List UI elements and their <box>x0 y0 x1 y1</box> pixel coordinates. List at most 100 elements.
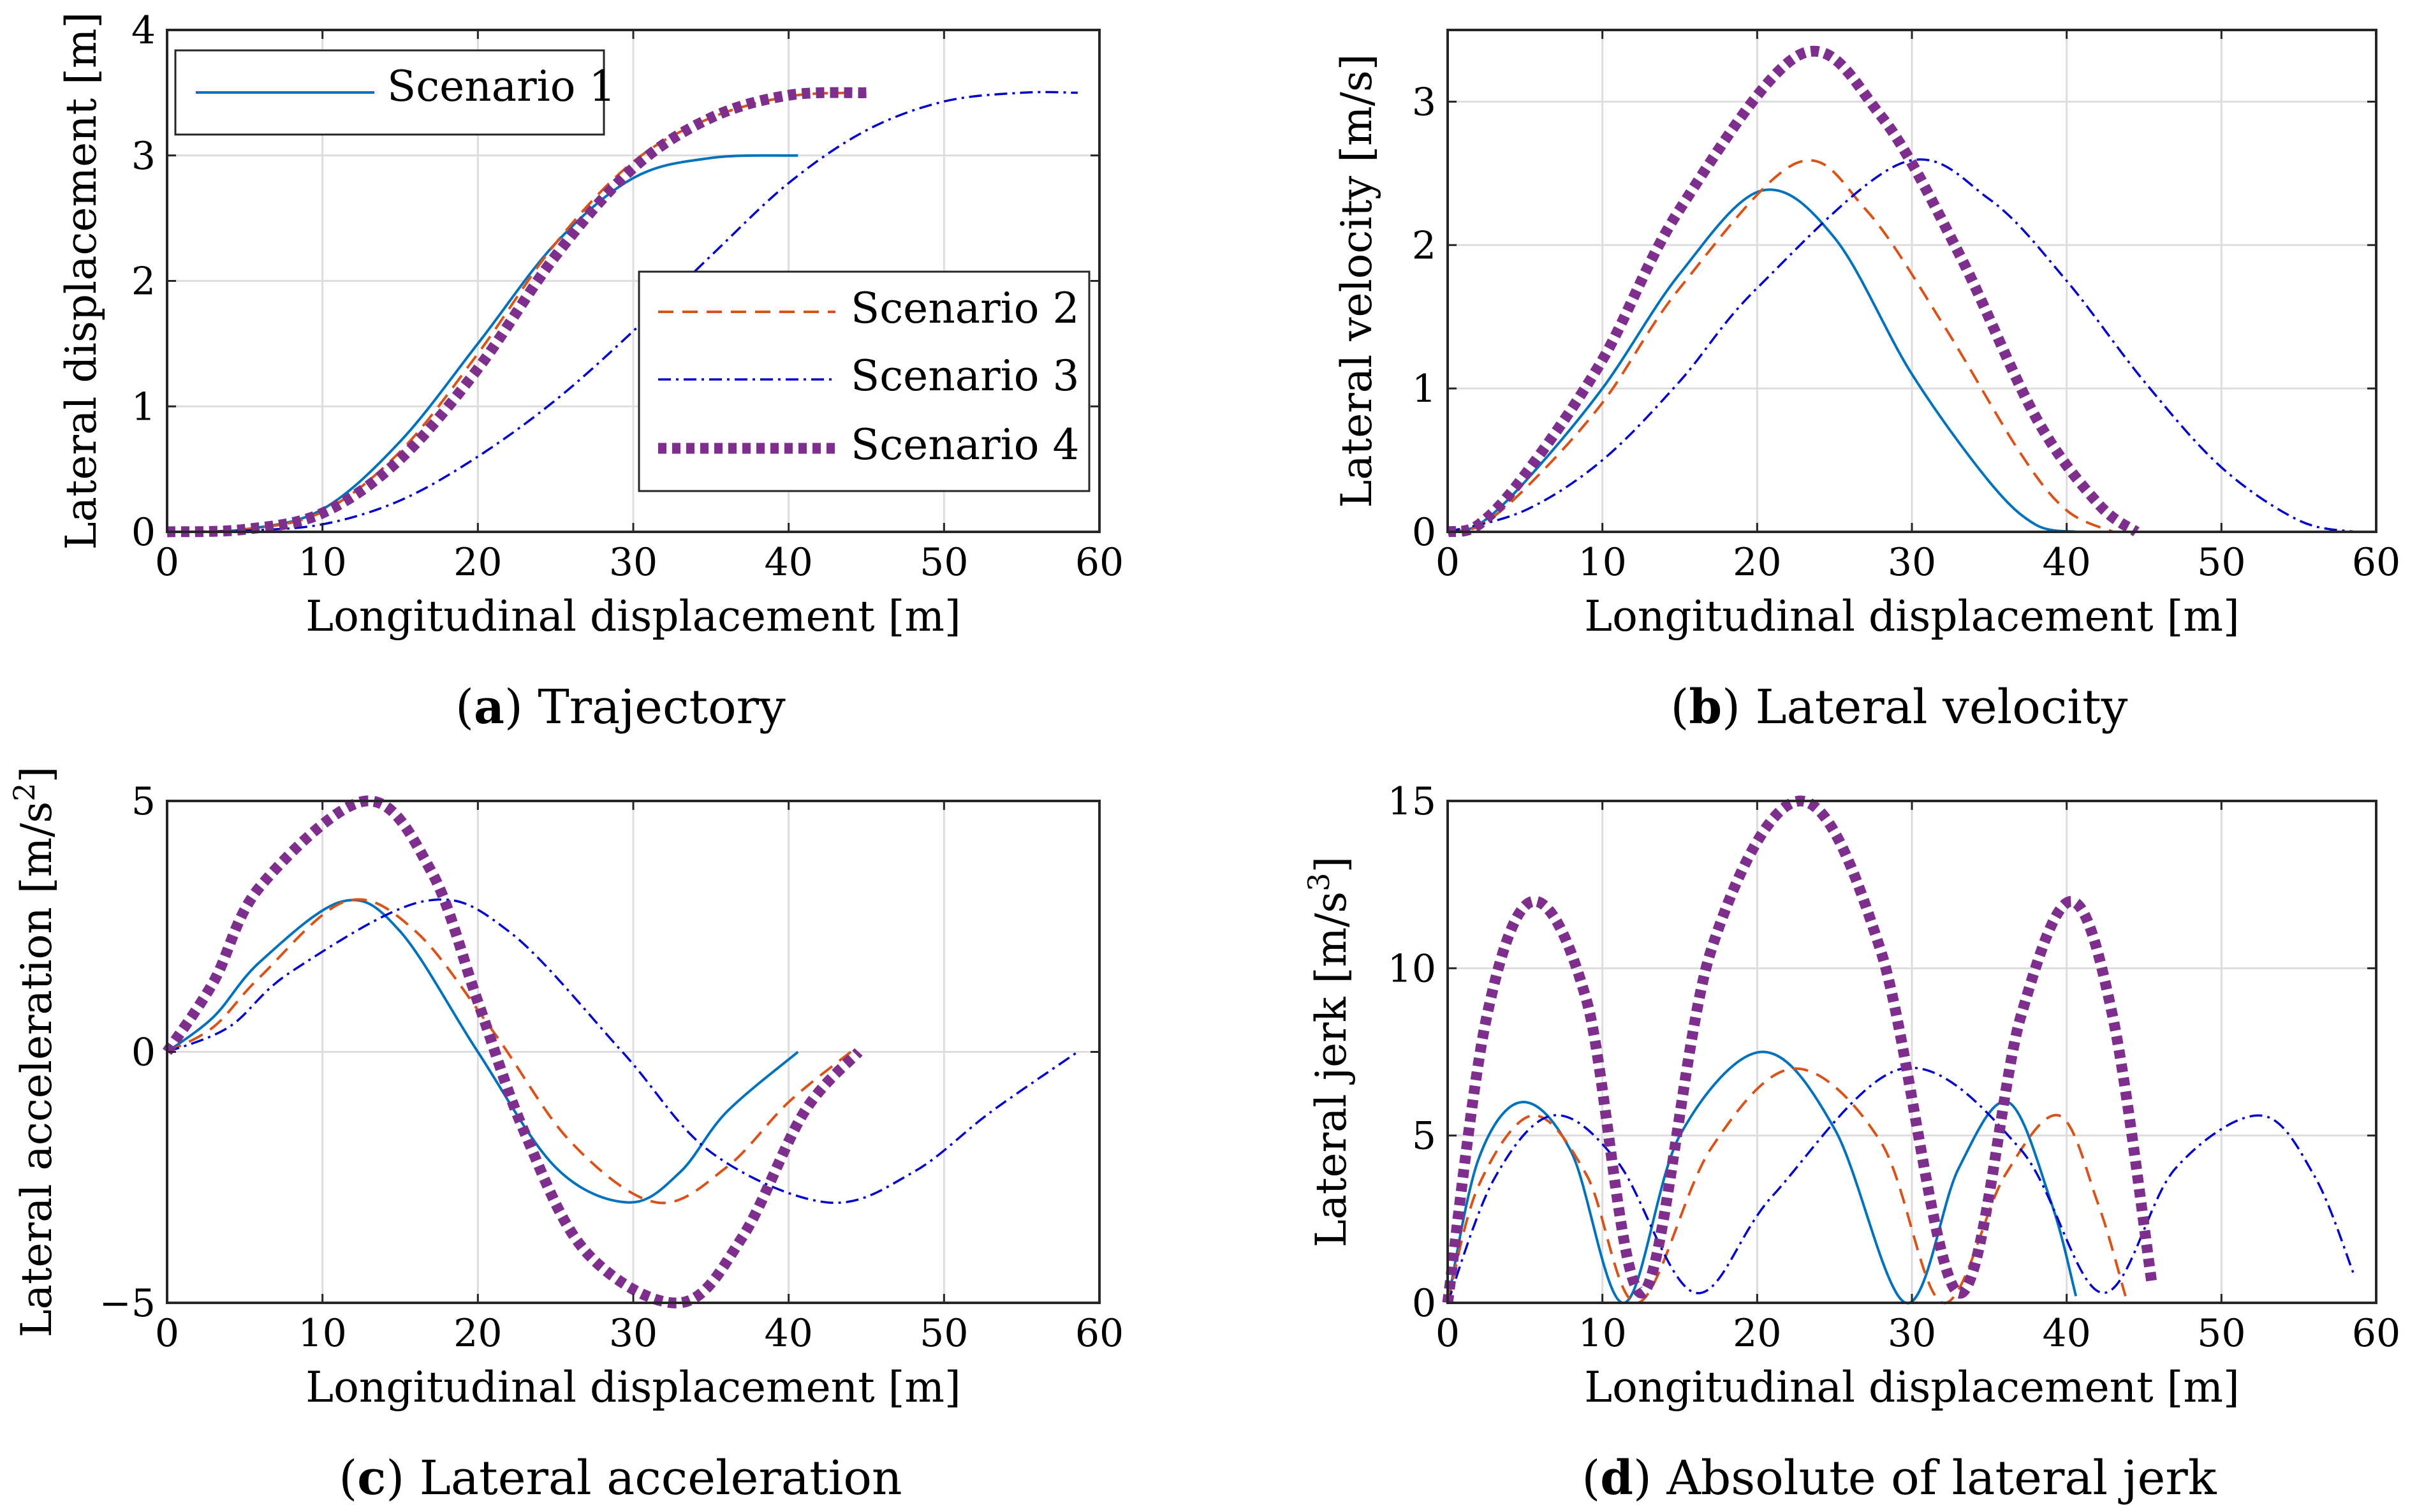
panel-c-ylabel: Lateral acceleration [m/s2] <box>7 767 61 1337</box>
panel-c-series <box>162 795 1078 1309</box>
panel-c-xtick-3: 30 <box>609 1311 658 1356</box>
panel-b-xlabel: Longitudinal displacement [m] <box>1584 592 2239 641</box>
panel-a: 0 10 20 30 40 50 60 0 1 2 3 4 Longitudinal displace… <box>57 8 1124 735</box>
panel-c-ylabel-sup: 2 <box>7 783 41 802</box>
panel-c-ticks: 0 10 20 30 40 50 60−505 <box>99 779 1124 1356</box>
panel-c-xtick-1: 10 <box>298 1311 346 1356</box>
panel-b-series-s4 <box>1446 45 2140 538</box>
panel-b-xtick-4: 40 <box>2042 540 2090 585</box>
panel-a-ylabel: Lateral displacement [m] <box>57 12 106 550</box>
panel-a-series-s2 <box>166 91 851 533</box>
panel-c-series-s1 <box>166 899 799 1204</box>
panel-c-ytick-1: 0 <box>131 1031 156 1075</box>
panel-b-ytick-0: 0 <box>1412 510 1436 555</box>
panel-a-xlabel: Longitudinal displacement [m] <box>305 592 960 641</box>
panel-c-xlabel: Longitudinal displacement [m] <box>305 1363 960 1412</box>
panel-a-xtick-6: 60 <box>1075 540 1124 585</box>
panel-c-xtick-4: 40 <box>764 1311 812 1356</box>
panel-a-ytick-2: 2 <box>131 260 156 304</box>
panel-c-xtick-0: 0 <box>155 1311 179 1356</box>
legend-label-s3: Scenario 3 <box>851 351 1079 400</box>
panel-d-ytick-3: 15 <box>1388 779 1436 824</box>
panel-a-ytick-3: 3 <box>131 134 156 179</box>
legend-box-2: Scenario 2 Scenario 3 Scenario 4 <box>638 270 1091 492</box>
panel-d-ylabel-end: ] <box>1307 856 1356 873</box>
panel-c-ylabel-end: ] <box>12 767 61 783</box>
panel-b-series-s2 <box>1447 159 2114 533</box>
panel-c-ytick-2: 5 <box>131 779 156 824</box>
panel-b-xtick-5: 50 <box>2197 540 2245 585</box>
panel-b-series <box>1446 45 2355 538</box>
panel-c-xtick-6: 60 <box>1075 1311 1124 1356</box>
panel-d-series-s2 <box>1446 1067 2127 1305</box>
panel-c-caption-letter: c <box>357 1451 386 1506</box>
panel-b-ytick-1: 1 <box>1412 367 1436 411</box>
panel-a-ticks: 0 10 20 30 40 50 60 0 1 2 3 4 <box>131 8 1124 585</box>
panel-d-series <box>1442 795 2356 1305</box>
panel-a-caption-letter: a <box>474 680 504 735</box>
panel-a-ytick-4: 4 <box>131 8 156 53</box>
legend-label-s2: Scenario 2 <box>851 284 1079 333</box>
panel-d-ylabel-sup: 3 <box>1302 873 1336 892</box>
panel-a-xtick-3: 30 <box>609 540 658 585</box>
panel-b-xtick-0: 0 <box>1436 540 1460 585</box>
panel-b-ytick-2: 2 <box>1412 223 1436 268</box>
panel-d-xtick-0: 0 <box>1436 1311 1460 1356</box>
panel-b-caption: (b) Lateral velocity <box>1671 680 2128 735</box>
panel-d-caption: (d) Absolute of lateral jerk <box>1582 1451 2217 1506</box>
panel-a-xtick-5: 50 <box>920 540 968 585</box>
panel-b-xtick-3: 30 <box>1888 540 1936 585</box>
panel-c-xtick-2: 20 <box>453 1311 502 1356</box>
legend-label-s1: Scenario 1 <box>387 62 615 111</box>
panel-c-xtick-5: 50 <box>920 1311 968 1356</box>
panel-b-caption-letter: b <box>1689 680 1722 735</box>
panel-d-ylabel-main: Lateral jerk [m/s <box>1307 892 1356 1247</box>
panel-d-caption-letter: d <box>1600 1451 1633 1506</box>
panel-b-ticks: 0 10 20 30 40 50 60 0 1 2 3 <box>1412 30 2400 585</box>
panel-d-caption-text: Absolute of lateral jerk <box>1652 1451 2217 1506</box>
panel-b-xtick-6: 60 <box>2352 540 2400 585</box>
panel-c-grid <box>167 801 1099 1303</box>
panel-a-xtick-2: 20 <box>453 540 502 585</box>
panel-b-xtick-2: 20 <box>1733 540 1781 585</box>
panel-d-ticks: 0 10 20 30 40 50 60 0 5 10 15 <box>1388 779 2401 1356</box>
panel-d-grid <box>1448 801 2376 1303</box>
legend-box-1: Scenario 1 <box>174 49 615 136</box>
panel-a-xtick-4: 40 <box>764 540 812 585</box>
panel-d-xtick-5: 50 <box>2197 1311 2245 1356</box>
panel-a-series-s4 <box>166 87 867 538</box>
legend-label-s4: Scenario 4 <box>851 420 1079 469</box>
panel-b-xtick-1: 10 <box>1578 540 1626 585</box>
panel-a-ytick-1: 1 <box>131 385 156 429</box>
panel-a-caption-text: Trajectory <box>523 680 786 735</box>
panel-d-xlabel: Longitudinal displacement [m] <box>1584 1363 2239 1412</box>
panel-c-ylabel-main: Lateral acceleration [m/s <box>12 802 61 1337</box>
panel-a-xtick-1: 10 <box>298 540 346 585</box>
panel-d-xtick-1: 10 <box>1578 1311 1626 1356</box>
panel-b-caption-text: Lateral velocity <box>1740 680 2128 735</box>
panel-c: 0 10 20 30 40 50 60−505 Longitudinal displacem… <box>7 767 1124 1506</box>
panel-b: 0 10 20 30 40 50 60 0 1 2 3 Longitudinal displacem… <box>1332 29 2400 735</box>
panel-c-caption: (c) Lateral acceleration <box>339 1451 902 1506</box>
panel-c-series-s2 <box>166 898 852 1205</box>
panel-d-ytick-2: 10 <box>1388 946 1436 991</box>
panel-d-ytick-1: 5 <box>1412 1114 1436 1159</box>
panel-b-ytick-3: 3 <box>1412 80 1436 124</box>
panel-d-series-s4 <box>1442 795 2157 1304</box>
panel-b-series-s1 <box>1447 188 2076 533</box>
panel-c-series-s4 <box>162 795 863 1309</box>
panel-b-grid <box>1448 30 2376 532</box>
panel-c-ytick-0: −5 <box>99 1281 156 1326</box>
panel-d: 0 10 20 30 40 50 60 0 5 10 15 Longitudinal displac… <box>1302 779 2400 1506</box>
panel-a-caption: (a) Trajectory <box>455 680 786 735</box>
panel-a-xtick-0: 0 <box>155 540 179 585</box>
panel-b-ylabel: Lateral velocity [m/s] <box>1332 54 1381 508</box>
panel-d-series-s1 <box>1446 1050 2078 1305</box>
panel-d-ytick-0: 0 <box>1412 1281 1436 1326</box>
panel-b-series-s3 <box>1447 158 2355 533</box>
panel-d-xtick-4: 40 <box>2042 1311 2090 1356</box>
panel-d-xtick-6: 60 <box>2352 1311 2400 1356</box>
panel-d-ylabel: Lateral jerk [m/s3] <box>1302 856 1356 1247</box>
panel-c-caption-text: Lateral acceleration <box>404 1451 902 1506</box>
